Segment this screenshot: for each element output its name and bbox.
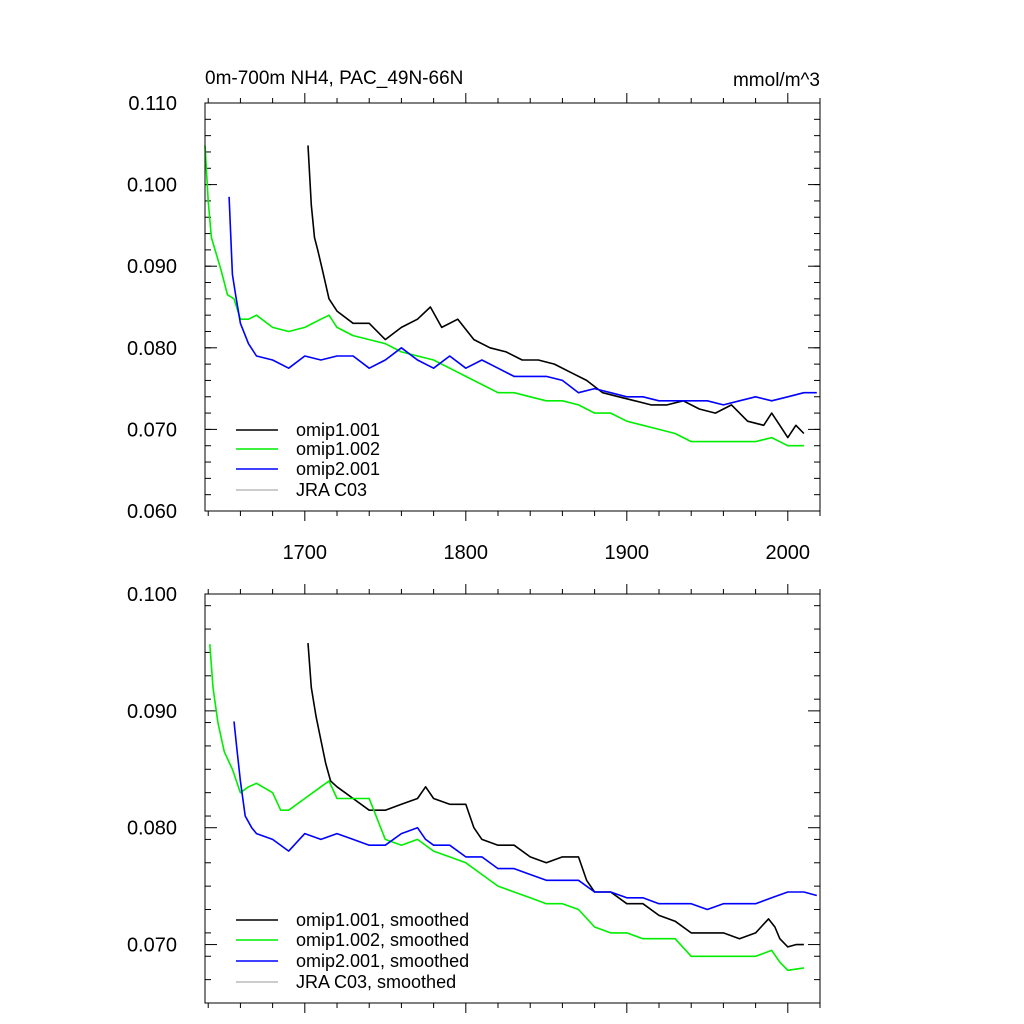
top-chart-title: 0m-700m NH4, PAC_49N-66N <box>205 68 463 89</box>
top-chart-units: mmol/m^3 <box>733 70 820 91</box>
legend-item-jra-c03-smoothed: JRA C03, smoothed <box>236 972 456 992</box>
top-chart-panel: 0m-700m NH4, PAC_49N-66N mmol/m^3 0.0600… <box>127 68 821 564</box>
series-line-omip2-001 <box>228 196 817 406</box>
series-line-omip1-002-smoothed <box>209 644 805 972</box>
legend-label: JRA C03 <box>296 480 367 500</box>
legend-item-omip2-001-smoothed: omip2.001, smoothed <box>236 951 469 971</box>
legend-item-omip1-002-smoothed: omip1.002, smoothed <box>236 930 469 950</box>
legend-label: omip2.001 <box>296 459 380 479</box>
bottom-chart-frame <box>204 593 821 1004</box>
top-chart-series <box>204 145 817 447</box>
y-tick-label: 0.100 <box>127 175 177 197</box>
legend-label: omip1.001, smoothed <box>296 910 469 930</box>
legend-label: omip2.001, smoothed <box>296 951 469 971</box>
bottom-chart-series <box>209 643 818 972</box>
y-tick-label: 0.090 <box>127 701 177 723</box>
legend-label: JRA C03, smoothed <box>296 972 456 992</box>
legend-label: omip1.002 <box>296 439 380 459</box>
x-tick-label: 1800 <box>444 542 489 564</box>
legend-item-omip1-001: omip1.001 <box>236 420 380 440</box>
series-line-omip1-001-smoothed <box>307 643 804 948</box>
x-tick-label: 1900 <box>605 542 650 564</box>
legend-item-jra-c03: JRA C03 <box>236 480 367 500</box>
y-tick-label: 0.090 <box>127 256 177 278</box>
x-tick-label: 1700 <box>283 542 328 564</box>
legend-item-omip1-001-smoothed: omip1.001, smoothed <box>236 910 469 930</box>
y-tick-label: 0.070 <box>127 935 177 957</box>
top-chart-legend: omip1.001 omip1.002 omip2.001 JRA C03 <box>236 420 380 500</box>
series-line-omip1-001 <box>307 145 805 439</box>
legend-item-omip1-002: omip1.002 <box>236 439 380 459</box>
top-chart-ticks: 0.060 0.070 0.080 0.090 0.100 0.110 1700 1800 19… <box>127 93 821 564</box>
legend-label: omip1.001 <box>296 420 380 440</box>
y-tick-label: 0.060 <box>127 501 177 523</box>
top-chart-frame <box>204 102 821 512</box>
y-tick-label: 0.100 <box>127 584 177 606</box>
series-line-omip2-001-smoothed <box>233 721 818 911</box>
x-tick-label: 2000 <box>766 542 811 564</box>
y-tick-label: 0.110 <box>128 93 177 115</box>
bottom-chart-legend: omip1.001, smoothed omip1.002, smoothed … <box>236 910 469 992</box>
legend-item-omip2-001: omip2.001 <box>236 459 380 479</box>
bottom-chart-panel: 0.070 0.080 0.090 0.100 omip1.001, smoothed… <box>127 584 821 1013</box>
bottom-chart-ticks: 0.070 0.080 0.090 0.100 <box>127 584 821 1013</box>
y-tick-label: 0.070 <box>127 419 177 441</box>
series-line-omip1-002 <box>204 145 804 447</box>
legend-label: omip1.002, smoothed <box>296 930 469 950</box>
y-tick-label: 0.080 <box>127 338 177 360</box>
y-tick-label: 0.080 <box>127 818 177 840</box>
